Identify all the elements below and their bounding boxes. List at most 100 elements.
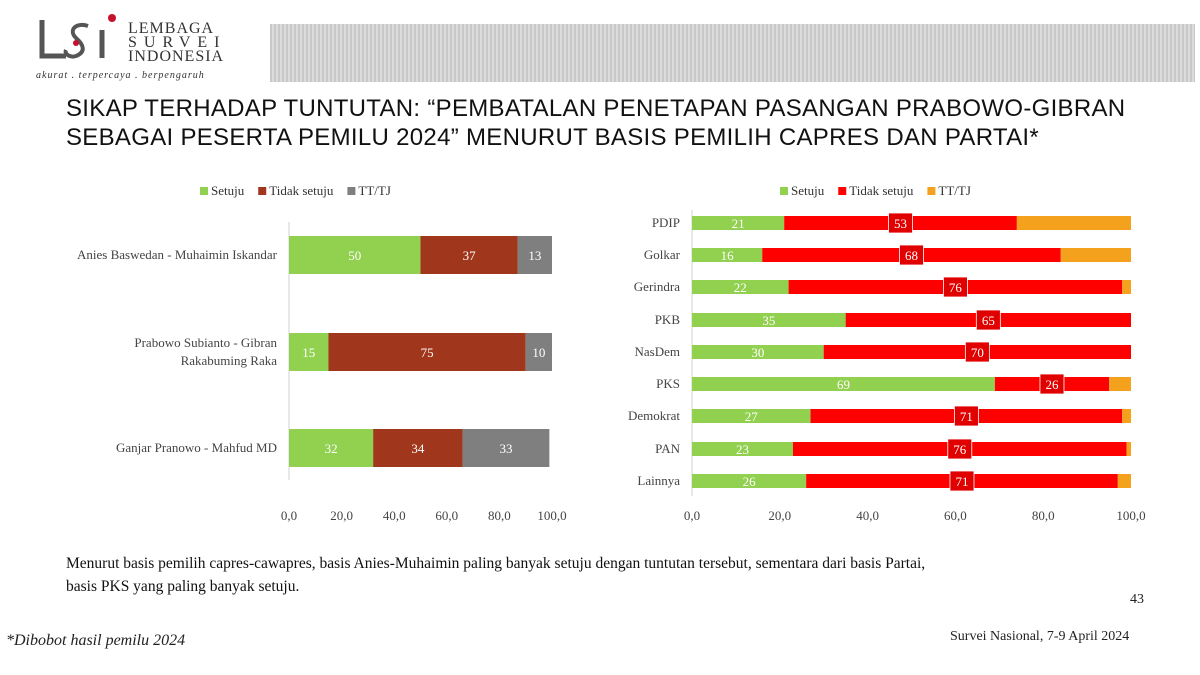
data-label: 30 (751, 345, 764, 360)
data-label-box (899, 244, 924, 266)
title-line-1: SIKAP TERHADAP TUNTUTAN: “PEMBATALAN PEN… (66, 95, 1126, 122)
legend-swatch-0 (200, 187, 208, 195)
category-label: PDIP (652, 215, 680, 230)
bar-segment (1117, 474, 1131, 488)
x-tick-label: 80,0 (488, 508, 511, 523)
page-title: SIKAP TERHADAP TUNTUTAN: “PEMBATALAN PEN… (66, 94, 1176, 152)
data-label-box (947, 438, 973, 460)
category-label: Golkar (644, 247, 681, 262)
category-label: Anies Baswedan - Muhaimin Iskandar (77, 247, 278, 262)
data-label: 10 (532, 345, 545, 360)
x-tick-label: 0,0 (684, 508, 700, 523)
lsi-logo-mark (39, 14, 116, 59)
data-label: 26 (1045, 377, 1059, 392)
page-number: 43 (1130, 592, 1144, 607)
legend-swatch-2 (927, 187, 936, 195)
logo-tagline: akurat . terpercaya . berpengaruh (36, 70, 205, 81)
header-band (270, 24, 1195, 82)
x-tick-label: 20,0 (768, 508, 791, 523)
category-label: Demokrat (628, 408, 680, 423)
bar-segment (1109, 377, 1131, 391)
legend-label-0: Setuju (791, 183, 825, 198)
x-tick-label: 100,0 (537, 508, 566, 523)
data-label: 23 (736, 442, 749, 457)
bar-segment (289, 236, 421, 274)
bar-segment (525, 333, 552, 371)
data-label: 34 (411, 441, 425, 456)
category-label: PKS (656, 376, 680, 391)
x-tick-label: 60,0 (944, 508, 967, 523)
data-label: 32 (325, 441, 338, 456)
data-label: 65 (982, 313, 995, 328)
data-label: 50 (348, 248, 361, 263)
legend-swatch-2 (347, 187, 356, 195)
bar-segment (1060, 248, 1131, 262)
bar-segment (692, 377, 995, 391)
bar-segment (692, 474, 807, 488)
summary-note: Menurut basis pemilih capres-cawapres, b… (66, 552, 1086, 598)
bar-segment (289, 429, 374, 467)
bar-segment (692, 442, 793, 456)
data-label: 15 (302, 345, 315, 360)
x-tick-label: 0,0 (281, 508, 297, 523)
legend-label-0: Setuju (211, 183, 245, 198)
x-tick-label: 60,0 (435, 508, 458, 523)
bar-segment (692, 216, 785, 230)
bar-segment (692, 345, 824, 359)
logo-line-1: LEMBAGA (128, 20, 215, 37)
bar-segment (1126, 442, 1131, 456)
logo-text: LEMBAGA SURVEI INDONESIA (128, 20, 227, 65)
legend-swatch-0 (780, 187, 788, 195)
lsi-logo: LEMBAGA SURVEI INDONESIA akurat . terper… (36, 12, 266, 82)
category-label: Prabowo Subianto - Gibran (134, 335, 277, 350)
legend-label-1: Tidak setuju (849, 183, 914, 198)
x-tick-label: 80,0 (1032, 508, 1055, 523)
source-label: Survei Nasional, 7-9 April 2024 (950, 629, 1130, 644)
bar-segment (462, 429, 550, 467)
data-label: 37 (463, 248, 477, 263)
data-label: 76 (953, 442, 967, 457)
data-label-box (888, 212, 913, 234)
x-tick-label: 100,0 (1116, 508, 1145, 523)
x-tick-label: 40,0 (383, 508, 406, 523)
chart-partai: Setuju Tidak setuju TT/TJ 0,0 20,0 40,0 60,0 80… (628, 183, 1146, 523)
data-label-box (1039, 373, 1065, 395)
x-tick-label: 40,0 (856, 508, 879, 523)
logo-line-2: SURVEI (128, 34, 227, 51)
bar-segment (517, 236, 552, 274)
data-label: 69 (837, 377, 850, 392)
data-label: 70 (971, 345, 984, 360)
bar-segment (420, 236, 518, 274)
bar-segment (289, 333, 329, 371)
data-label: 53 (894, 216, 907, 231)
data-label: 68 (905, 248, 918, 263)
data-label: 27 (745, 409, 759, 424)
bar-segment (692, 409, 811, 423)
data-label: 33 (499, 441, 512, 456)
category-label: Lainnya (637, 473, 680, 488)
category-label: PKB (655, 312, 681, 327)
legend-label-1: Tidak setuju (269, 183, 334, 198)
data-label: 22 (734, 280, 747, 295)
bar-segment (1016, 216, 1131, 230)
bar-segment (692, 313, 846, 327)
category-label: Rakabuming Raka (181, 353, 278, 368)
chart-capres: Setuju Tidak setuju TT/TJ 0,0 20,0 40,0 60,0 80… (77, 183, 567, 523)
data-label: 16 (721, 248, 735, 263)
data-label-box (953, 405, 979, 427)
bar-segment (1122, 409, 1131, 423)
data-label: 13 (528, 248, 541, 263)
data-label: 26 (743, 474, 757, 489)
bar-segment (373, 429, 463, 467)
footnote: *Dibobot hasil pemilu 2024 (6, 632, 186, 649)
bar-segment (1122, 280, 1131, 294)
bar-segment (692, 280, 789, 294)
data-label: 71 (960, 409, 973, 424)
category-label: Gerindra (634, 279, 680, 294)
x-tick-label: 20,0 (330, 508, 353, 523)
category-label: Ganjar Pranowo - Mahfud MD (116, 440, 277, 455)
data-label: 21 (732, 216, 745, 231)
note-line-2: basis PKS yang paling banyak setuju. (66, 578, 300, 595)
data-label: 76 (949, 280, 963, 295)
data-label-box (949, 470, 975, 492)
